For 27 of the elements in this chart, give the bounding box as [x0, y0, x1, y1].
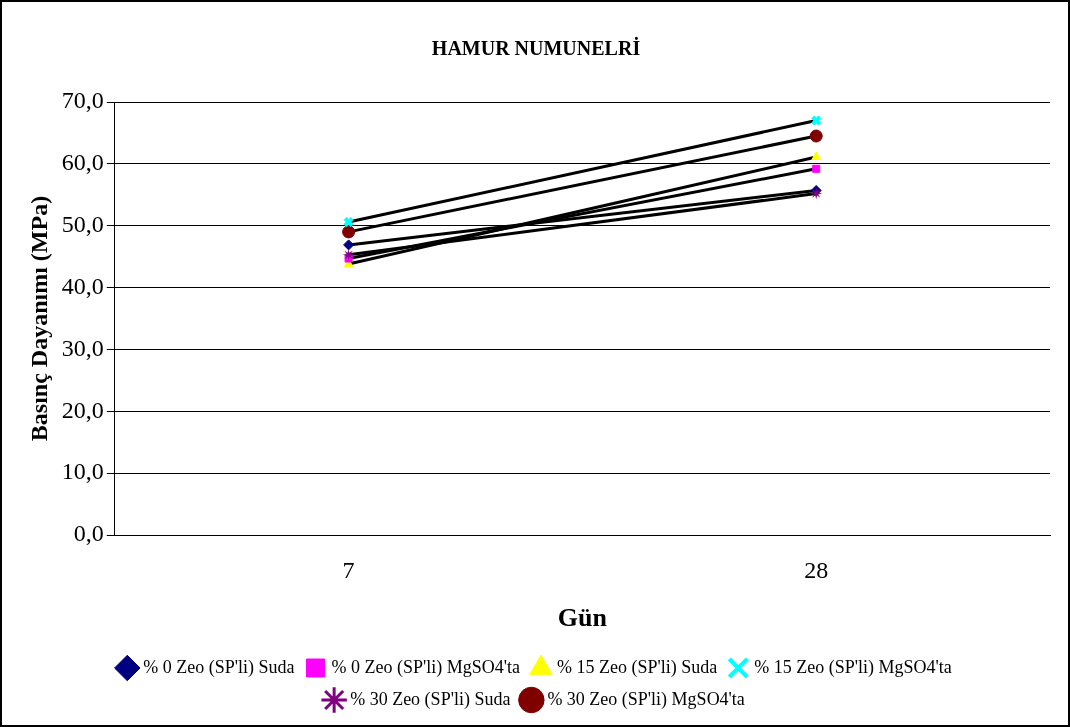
- y-tick-label: 20,0: [61, 396, 104, 423]
- point: [810, 115, 822, 127]
- x-tick-label: 28: [804, 556, 829, 583]
- x-tick-label: 7: [342, 556, 355, 583]
- x-axis-title: Gün: [557, 603, 608, 633]
- legend-label: % 30 Zeo (SP'li) Suda: [350, 688, 511, 710]
- point: [342, 248, 355, 261]
- point: [810, 187, 823, 200]
- y-tick-label: 60,0: [61, 149, 104, 176]
- legend-label: % 0 Zeo (SP'li) MgSO4'ta: [331, 656, 521, 678]
- legend-label: % 0 Zeo (SP'li) Suda: [143, 656, 295, 678]
- point: [812, 164, 821, 173]
- legend-label: % 15 Zeo (SP'li) Suda: [557, 656, 718, 678]
- point: [342, 225, 356, 239]
- y-tick-label: 0,0: [73, 520, 104, 547]
- y-tick-label: 10,0: [61, 458, 104, 485]
- legend-label: % 15 Zeo (SP'li) MgSO4'ta: [754, 656, 952, 678]
- point: [343, 216, 355, 228]
- y-tick-label: 70,0: [61, 87, 104, 114]
- y-tick-label: 50,0: [61, 211, 104, 238]
- legend-label: % 30 Zeo (SP'li) MgSO4'ta: [547, 688, 745, 710]
- y-tick-label: 40,0: [61, 272, 104, 299]
- y-tick-label: 30,0: [61, 334, 104, 361]
- chart-title: HAMUR NUMUNELRİ: [431, 36, 641, 60]
- point: [809, 129, 823, 143]
- y-axis-title: Basınç Dayanımı (MPa): [25, 195, 52, 442]
- point: [343, 239, 355, 251]
